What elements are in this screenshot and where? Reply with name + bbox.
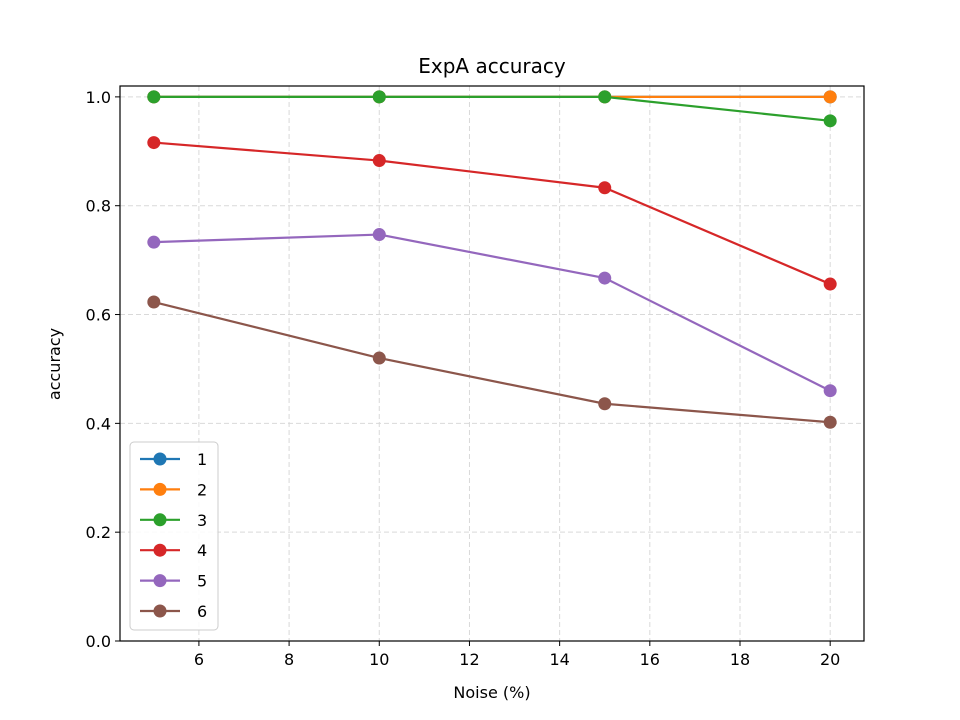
legend-label: 4 [197,541,207,560]
chart-title: ExpA accuracy [418,54,566,78]
series-line [153,141,831,286]
legend-label: 6 [197,602,207,621]
x-tick-label: 14 [549,650,569,669]
legend-label: 1 [197,450,207,469]
legend-marker [153,543,167,557]
legend-entry: 3 [140,511,207,530]
y-tick-label: 0.0 [86,632,111,651]
data-point [823,90,837,104]
data-point [823,415,837,429]
data-point [823,384,837,398]
x-tick-label: 12 [459,650,479,669]
x-axis-ticks: 6 8 10 12 14 16 18 20 [194,641,840,669]
data-point [598,181,612,195]
data-point [823,277,837,291]
data-point [823,114,837,128]
legend-label: 2 [197,480,207,499]
series-4 [147,136,837,291]
y-tick-label: 1.0 [86,88,111,107]
legend-label: 3 [197,511,207,530]
series-line [153,95,831,122]
legend-entry: 1 [140,450,207,469]
y-tick-label: 0.4 [86,414,111,433]
y-tick-label: 0.6 [86,306,111,325]
x-tick-label: 16 [640,650,660,669]
y-tick-label: 0.8 [86,197,111,216]
x-tick-label: 20 [820,650,840,669]
legend-marker [153,604,167,618]
y-axis-ticks: 0.0 0.2 0.4 0.6 0.8 1.0 [86,88,120,651]
legend-marker [153,513,167,527]
legend-entry: 5 [140,572,207,591]
legend-entry: 4 [140,541,207,560]
y-tick-label: 0.2 [86,523,111,542]
data-point [372,90,386,104]
series-line [153,233,831,392]
data-point [598,90,612,104]
y-axis-title: accuracy [45,328,64,400]
legend-label: 5 [197,572,207,591]
data-point [147,235,161,249]
data-point [372,228,386,242]
x-tick-label: 18 [730,650,750,669]
data-point [147,90,161,104]
legend-entry: 2 [140,480,207,499]
legend: 1 2 3 4 5 6 [129,441,219,631]
data-point [147,136,161,150]
data-point [147,295,161,309]
legend-marker [153,452,167,466]
legend-entry: 6 [140,602,207,621]
x-tick-label: 10 [369,650,389,669]
data-point [372,154,386,168]
plot-frame [119,85,865,642]
legend-marker [153,482,167,496]
x-tick-label: 8 [284,650,294,669]
series-3 [147,90,837,128]
legend-marker [153,574,167,588]
data-point [598,397,612,411]
data-point [598,271,612,285]
series-layer [147,90,837,429]
series-5 [147,228,837,398]
series-6 [147,295,837,429]
x-tick-label: 6 [194,650,204,669]
data-point [372,351,386,365]
x-axis-title: Noise (%) [453,683,530,702]
series-line [153,300,831,424]
